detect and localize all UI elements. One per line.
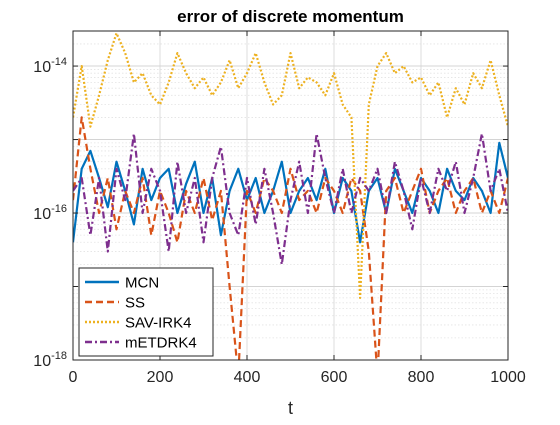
legend-label: SAV-IRK4	[125, 315, 191, 332]
minor-grid	[73, 30, 508, 339]
x-tick-label: 1000	[490, 369, 526, 386]
series-line-sav-irk4	[73, 32, 508, 299]
axes-box	[72, 30, 509, 361]
y-tick-label: 10-16	[33, 203, 67, 223]
x-tick-label: 400	[234, 369, 261, 386]
legend-label: SS	[125, 295, 145, 312]
x-tick-label: 0	[69, 369, 78, 386]
series-line-mcn	[73, 141, 508, 244]
x-axis-label: t	[288, 398, 293, 418]
series-line-metdrk4	[73, 132, 508, 266]
y-tick-label: 10-18	[33, 350, 67, 370]
x-tick-label: 600	[321, 369, 348, 386]
series-layer	[73, 32, 508, 360]
tick-marks	[72, 31, 509, 361]
legend-label: mETDRK4	[125, 335, 197, 352]
x-tick-labels: 0 200 400 600 800 1000	[69, 369, 526, 386]
x-tick-label: 200	[147, 369, 174, 386]
x-tick-label: 800	[408, 369, 435, 386]
legend-label: MCN	[125, 275, 159, 292]
legend: MCN SS SAV-IRK4 mETDRK4	[78, 267, 214, 357]
y-tick-label: 10-14	[33, 56, 67, 76]
y-tick-labels: 10-18 10-16 10-14	[33, 56, 67, 370]
chart-title: error of discrete momentum	[177, 7, 404, 26]
